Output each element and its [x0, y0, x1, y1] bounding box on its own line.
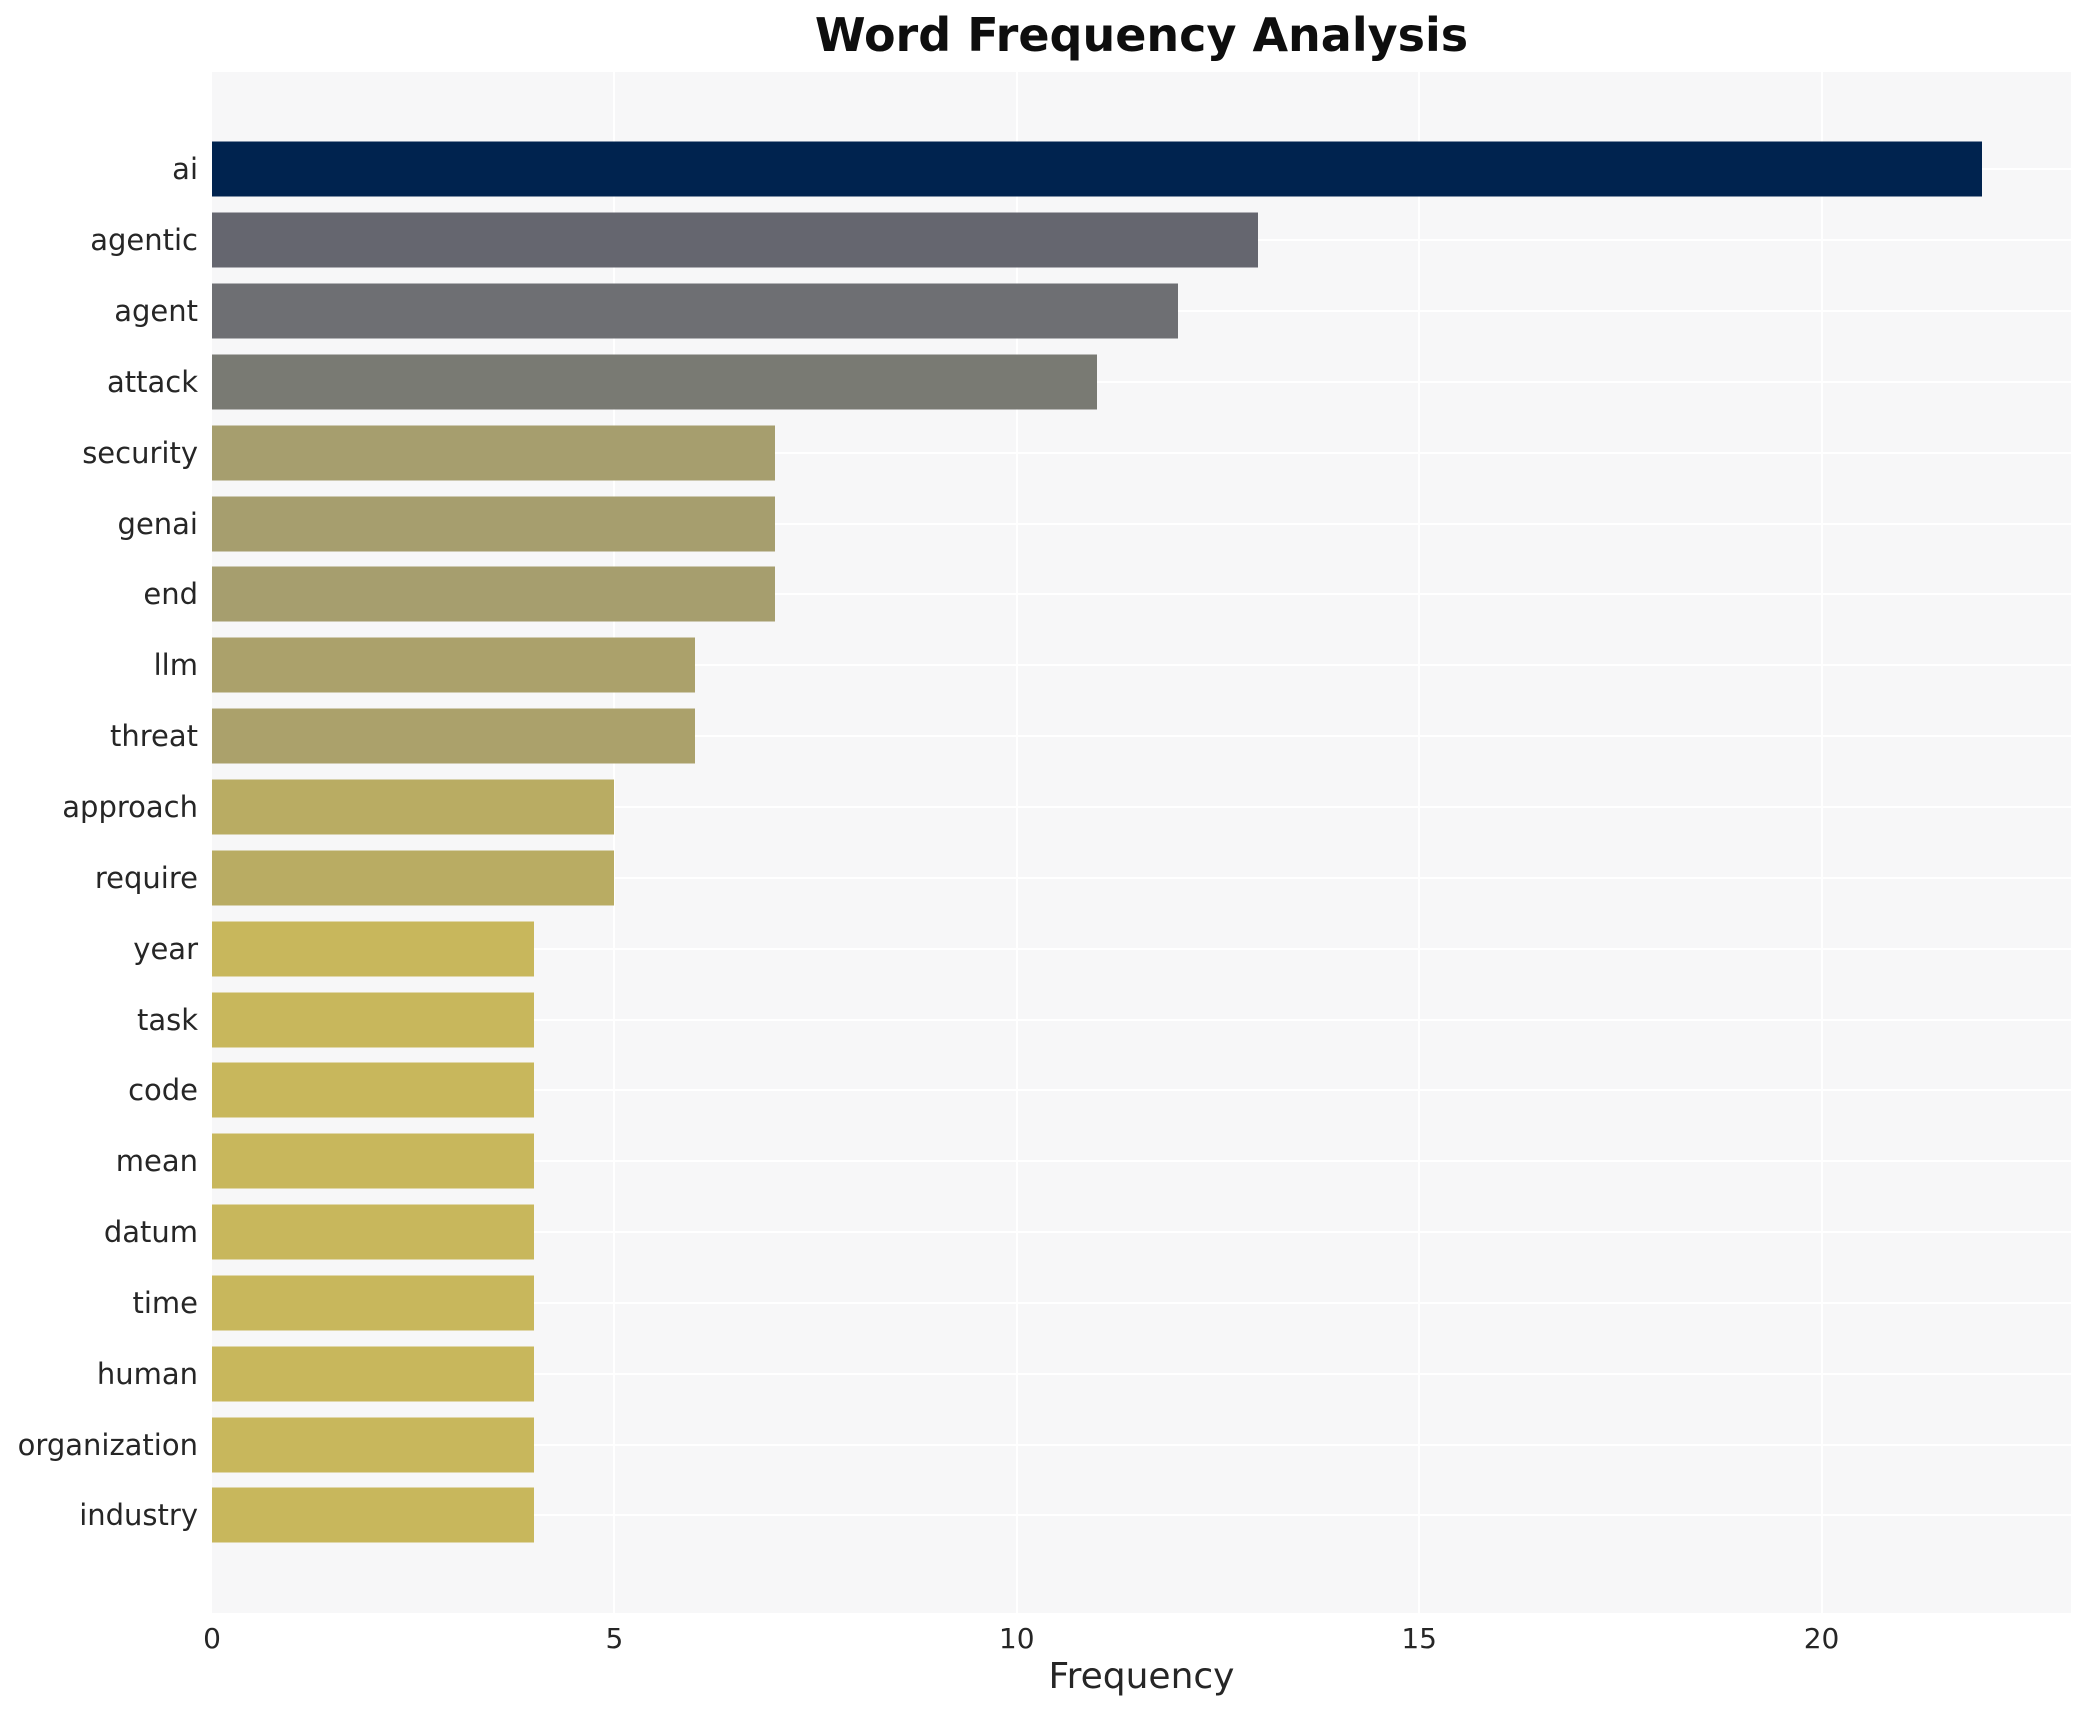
- category-label-mean: mean: [115, 1144, 198, 1179]
- frequency-bar-llm: [212, 637, 695, 693]
- category-label-security: security: [82, 435, 198, 470]
- frequency-bar-attack: [212, 354, 1098, 410]
- frequency-bar-organization: [212, 1417, 534, 1473]
- frequency-bar-human: [212, 1346, 534, 1402]
- bar-row: [212, 913, 2071, 984]
- bar-row: [212, 488, 2071, 559]
- h-gridline: [212, 522, 2071, 525]
- plot-area: [212, 72, 2071, 1613]
- category-label-threat: threat: [109, 719, 198, 754]
- category-label-ai: ai: [172, 152, 198, 187]
- frequency-bar-datum: [212, 1204, 534, 1260]
- y-axis-category-labels: ai agentic agent attack security genai end llm t…: [0, 134, 198, 1551]
- category-label-datum: datum: [103, 1215, 198, 1250]
- bar-row: [212, 1055, 2071, 1126]
- frequency-bar-year: [212, 921, 534, 977]
- bar-row: [212, 276, 2071, 347]
- category-label-time: time: [132, 1285, 198, 1320]
- category-label-end: end: [143, 577, 198, 612]
- h-gridline: [212, 451, 2071, 454]
- bar-row: [212, 984, 2071, 1055]
- h-gridline: [212, 1089, 2071, 1092]
- category-label-code: code: [128, 1073, 198, 1108]
- category-label-year: year: [133, 931, 198, 966]
- x-tick-label-0: 0: [203, 1622, 221, 1655]
- category-label-human: human: [96, 1356, 198, 1391]
- bar-row: [212, 1338, 2071, 1409]
- frequency-bar-require: [212, 850, 615, 906]
- category-label-agentic: agentic: [90, 223, 198, 258]
- chart-title: Word Frequency Analysis: [814, 8, 1469, 62]
- category-label-industry: industry: [79, 1498, 198, 1533]
- h-gridline: [212, 1443, 2071, 1446]
- bar-row: [212, 1197, 2071, 1268]
- frequency-bar-code: [212, 1062, 534, 1118]
- bar-row: [212, 347, 2071, 418]
- x-tick-label-5: 5: [605, 1622, 624, 1655]
- bar-row: [212, 205, 2071, 276]
- category-label-llm: llm: [153, 648, 198, 683]
- category-label-task: task: [136, 1002, 198, 1037]
- frequency-bar-mean: [212, 1133, 534, 1189]
- bar-row: [212, 1480, 2071, 1551]
- frequency-bar-industry: [212, 1487, 534, 1543]
- bar-row: [212, 134, 2071, 205]
- bar-row: [212, 559, 2071, 630]
- category-label-organization: organization: [17, 1427, 198, 1462]
- h-gridline: [212, 1018, 2071, 1021]
- h-gridline: [212, 1372, 2071, 1375]
- frequency-bar-security: [212, 425, 776, 481]
- frequency-bar-genai: [212, 496, 776, 552]
- h-gridline: [212, 593, 2071, 596]
- frequency-bar-agentic: [212, 212, 1259, 268]
- frequency-bar-approach: [212, 779, 615, 835]
- x-axis-title: Frequency: [1048, 1656, 1235, 1697]
- bar-rows: [212, 134, 2071, 1551]
- h-gridline: [212, 380, 2071, 383]
- category-label-approach: approach: [62, 790, 198, 825]
- x-tick-label-10: 10: [998, 1622, 1035, 1655]
- frequency-bar-time: [212, 1275, 534, 1331]
- h-gridline: [212, 1301, 2071, 1304]
- h-gridline: [212, 1514, 2071, 1517]
- bar-row: [212, 1268, 2071, 1339]
- v-gridline: [1820, 72, 1823, 1613]
- h-gridline: [212, 1231, 2071, 1234]
- h-gridline: [212, 1160, 2071, 1163]
- bar-row: [212, 417, 2071, 488]
- frequency-bar-ai: [212, 141, 1983, 197]
- v-gridline: [613, 72, 616, 1613]
- v-gridline: [1418, 72, 1421, 1613]
- frequency-bar-agent: [212, 283, 1178, 339]
- h-gridline: [212, 876, 2071, 879]
- frequency-bar-end: [212, 566, 776, 622]
- h-gridline: [212, 735, 2071, 738]
- bar-row: [212, 1409, 2071, 1480]
- category-label-genai: genai: [117, 506, 198, 541]
- v-gridline: [1015, 72, 1018, 1613]
- category-label-agent: agent: [114, 294, 198, 329]
- bar-row: [212, 842, 2071, 913]
- category-label-attack: attack: [106, 364, 198, 399]
- x-tick-label-15: 15: [1401, 1622, 1437, 1655]
- h-gridline: [212, 947, 2071, 950]
- bar-row: [212, 772, 2071, 843]
- h-gridline: [212, 664, 2071, 667]
- category-label-require: require: [94, 860, 198, 895]
- frequency-bar-task: [212, 992, 534, 1048]
- bar-row: [212, 1126, 2071, 1197]
- x-tick-label-20: 20: [1803, 1622, 1840, 1655]
- frequency-bar-threat: [212, 708, 695, 764]
- bar-row: [212, 701, 2071, 772]
- h-gridline: [212, 806, 2071, 809]
- bar-row: [212, 630, 2071, 701]
